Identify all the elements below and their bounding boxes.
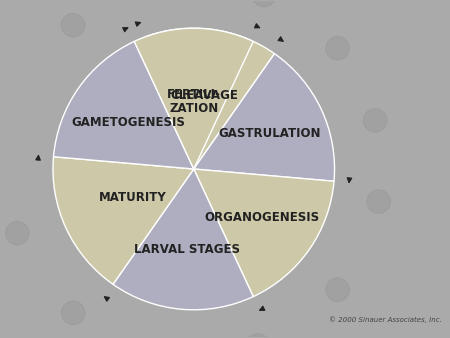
Text: FERTILI-
ZATION: FERTILI- ZATION (167, 89, 220, 116)
Wedge shape (54, 41, 194, 169)
Wedge shape (146, 28, 274, 169)
Text: © 2000 Sinauer Associates, Inc.: © 2000 Sinauer Associates, Inc. (328, 316, 441, 323)
Wedge shape (53, 157, 194, 284)
Wedge shape (113, 169, 253, 310)
Wedge shape (134, 28, 253, 169)
Text: GASTRULATION: GASTRULATION (218, 127, 321, 140)
Circle shape (326, 278, 349, 301)
Text: ORGANOGENESIS: ORGANOGENESIS (205, 211, 320, 223)
Circle shape (61, 14, 85, 37)
Circle shape (326, 37, 349, 60)
Wedge shape (194, 54, 334, 181)
Text: GAMETOGENESIS: GAMETOGENESIS (71, 116, 185, 129)
Text: LARVAL STAGES: LARVAL STAGES (134, 243, 240, 256)
Circle shape (5, 221, 29, 245)
Text: CLEAVAGE: CLEAVAGE (170, 90, 238, 102)
Circle shape (367, 190, 390, 213)
Wedge shape (194, 169, 334, 297)
Circle shape (61, 301, 85, 324)
Circle shape (246, 334, 270, 338)
Text: MATURITY: MATURITY (99, 191, 167, 204)
Circle shape (363, 109, 387, 132)
Circle shape (252, 0, 276, 7)
